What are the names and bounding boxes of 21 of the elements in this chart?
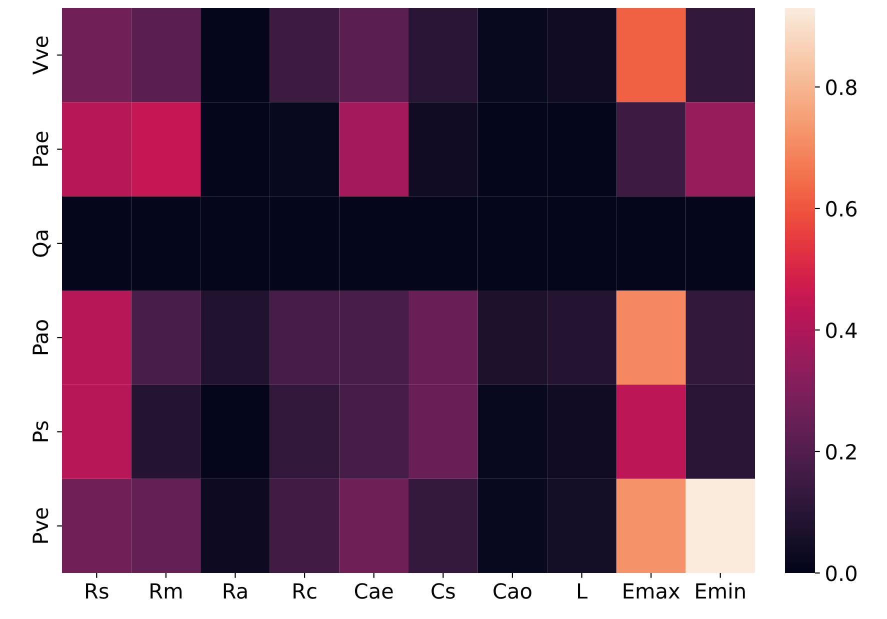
color-bar-label: 0.0 — [826, 565, 856, 582]
color-bar-label: 0.4 — [826, 322, 857, 338]
x-tick-label: L — [578, 583, 588, 599]
color-bar-label: 0.6 — [826, 200, 857, 217]
x-tick-label: Rs — [86, 583, 108, 599]
x-tick-label: Rc — [294, 583, 316, 599]
y-tick-label: Pae — [32, 132, 48, 166]
y-tick-label: Vve — [32, 36, 48, 75]
x-tick-label: Cao — [494, 583, 532, 599]
y-tick-label: Pao — [32, 320, 48, 354]
x-tick-label: Emin — [696, 582, 745, 599]
x-tick-label: Cs — [432, 583, 455, 599]
x-tick-label: Ra — [224, 583, 247, 599]
color-bar-label: 0.2 — [826, 444, 856, 460]
x-tick-label: Rm — [150, 583, 182, 599]
y-tick-label: Pve — [32, 508, 48, 543]
x-tick-label: Cae — [354, 583, 393, 599]
x-tick-label: Emax — [624, 583, 680, 599]
y-tick-label: Ps — [32, 421, 48, 442]
color-bar-label: 0.8 — [826, 79, 856, 96]
y-tick-label: Qa — [32, 230, 51, 257]
